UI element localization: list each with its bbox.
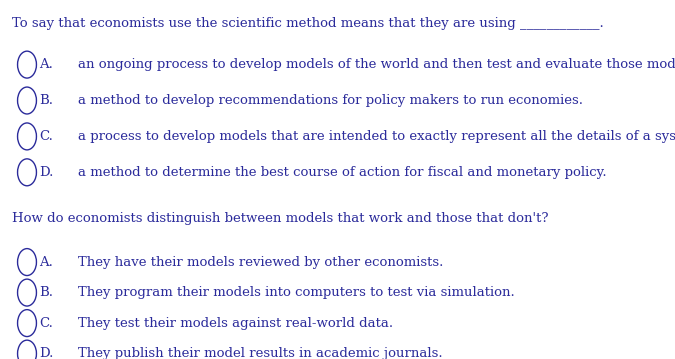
Text: They test their models against real-world data.: They test their models against real-worl… <box>78 317 393 330</box>
Text: To say that economists use the scientific method means that they are using _____: To say that economists use the scientifi… <box>12 17 604 30</box>
Text: A.: A. <box>39 256 53 269</box>
Text: a method to determine the best course of action for fiscal and monetary policy.: a method to determine the best course of… <box>78 166 606 179</box>
Text: How do economists distinguish between models that work and those that don't?: How do economists distinguish between mo… <box>12 213 549 225</box>
Text: D.: D. <box>39 166 53 179</box>
Text: B.: B. <box>39 286 53 299</box>
Text: They program their models into computers to test via simulation.: They program their models into computers… <box>78 286 514 299</box>
Text: D.: D. <box>39 347 53 359</box>
Text: They publish their model results in academic journals.: They publish their model results in acad… <box>78 347 442 359</box>
Text: a process to develop models that are intended to exactly represent all the detai: a process to develop models that are int… <box>78 130 675 143</box>
Text: C.: C. <box>39 317 53 330</box>
Text: a method to develop recommendations for policy makers to run economies.: a method to develop recommendations for … <box>78 94 583 107</box>
Text: They have their models reviewed by other economists.: They have their models reviewed by other… <box>78 256 443 269</box>
Text: an ongoing process to develop models of the world and then test and evaluate tho: an ongoing process to develop models of … <box>78 58 675 71</box>
Text: C.: C. <box>39 130 53 143</box>
Text: A.: A. <box>39 58 53 71</box>
Text: B.: B. <box>39 94 53 107</box>
